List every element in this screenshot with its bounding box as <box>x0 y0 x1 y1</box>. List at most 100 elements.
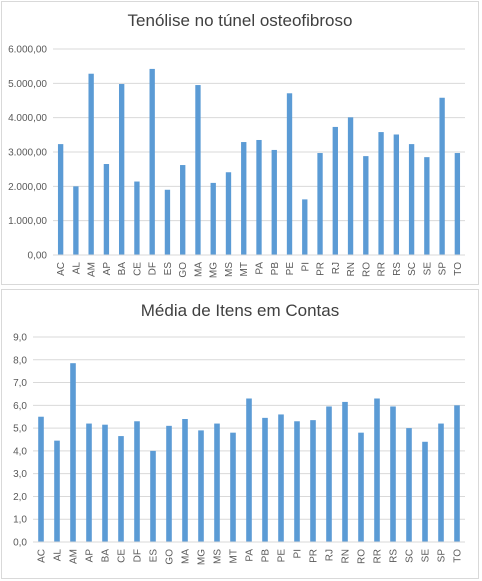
bar-mt <box>241 142 247 255</box>
x-tick-label: RR <box>373 549 384 563</box>
y-tick-label: 1.000,00 <box>8 216 47 227</box>
y-tick-label: 0,00 <box>28 251 48 262</box>
bar-mg <box>198 430 204 542</box>
bar-sc <box>408 144 415 255</box>
x-tick-label: TO <box>453 549 464 563</box>
y-tick-label: 5.000,00 <box>8 79 47 90</box>
x-tick-label: PA <box>255 262 266 275</box>
x-tick-label: AL <box>71 262 82 275</box>
x-tick-label: MG <box>209 262 220 278</box>
x-tick-label: BA <box>117 262 128 276</box>
x-tick-label: RS <box>392 262 403 276</box>
bar-rs <box>393 134 400 255</box>
bar-ap <box>86 423 92 542</box>
bar-pi <box>302 199 308 255</box>
x-tick-label: MS <box>213 549 224 564</box>
x-tick-label: SC <box>405 549 416 563</box>
bar-rs <box>390 406 396 542</box>
bar-pe <box>278 414 284 542</box>
bar-ma <box>195 85 201 255</box>
x-tick-label: GO <box>178 262 189 278</box>
x-tick-label: RN <box>341 549 352 563</box>
bar-se <box>422 441 428 542</box>
x-tick-label: MT <box>239 262 250 276</box>
bar-go <box>180 165 186 255</box>
x-tick-label: MA <box>181 549 192 564</box>
bar-es <box>164 189 171 255</box>
bar-al <box>73 186 79 255</box>
bar-es <box>150 450 156 542</box>
bar-am <box>88 73 94 255</box>
bar-ms <box>214 423 220 542</box>
bar-chart-media-itens: 0,0 1,0 2,0 3,0 4,0 5,0 6,0 7,0 8,0 9,0 AC AL AM AP BA… <box>13 333 465 565</box>
x-tick-label: PB <box>270 262 281 276</box>
bar-ba <box>102 424 108 542</box>
bar-rj <box>326 406 332 542</box>
x-tick-label: BA <box>101 549 112 563</box>
x-tick-label: DF <box>133 549 144 562</box>
x-tick-label: PA <box>245 549 256 562</box>
y-tick-label: 0,0 <box>13 538 27 549</box>
x-tick-label: RR <box>377 262 388 276</box>
bar-sp <box>439 97 445 256</box>
y-tick-label: 8,0 <box>13 355 27 366</box>
bar-se <box>424 157 430 255</box>
bar-pa <box>256 139 262 255</box>
x-tick-label: PR <box>309 549 320 563</box>
chart-title: Média de Itens em Contas <box>140 301 340 320</box>
bar-df <box>134 421 140 542</box>
x-tick-label: RJ <box>331 262 342 274</box>
x-tick-label: CE <box>117 549 128 563</box>
bar-ac <box>57 144 64 255</box>
bar-ap <box>103 164 110 255</box>
y-tick-label: 3.000,00 <box>8 148 47 159</box>
x-tick-label: AC <box>56 262 67 276</box>
bar-ce <box>118 436 124 542</box>
bar-al <box>54 440 60 542</box>
y-tick-label: 1,0 <box>13 515 27 526</box>
y-tick-label: 9,0 <box>13 333 27 344</box>
x-tick-label: PI <box>293 549 304 558</box>
x-tick-label: PE <box>285 262 296 276</box>
x-tick-label: SP <box>437 549 448 563</box>
x-tick-label: PI <box>300 262 311 271</box>
bar-ac <box>38 416 44 542</box>
bar-mt <box>230 432 236 542</box>
x-tick-label: MG <box>197 549 208 565</box>
x-tick-label: RO <box>357 549 368 564</box>
y-tick-label: 6.000,00 <box>8 45 47 56</box>
x-tick-label: SP <box>438 262 449 276</box>
bar-chart-tenolise: 0,00 1.000,00 2.000,00 3.000,00 4.000,00 5.00… <box>8 45 465 278</box>
bar-go <box>166 425 172 542</box>
x-tick-label: ES <box>149 549 160 563</box>
x-tick-label: RN <box>346 262 357 276</box>
x-tick-label: ES <box>163 262 174 276</box>
x-tick-label: RS <box>389 549 400 563</box>
chart-panel-media-itens: Média de Itens em Contas 0,0 1,0 2,0 3,0 4,0… <box>1 289 479 579</box>
x-tick-label: AP <box>102 262 113 276</box>
bar-ba <box>118 84 125 256</box>
bar-rr <box>378 132 384 255</box>
bar-df <box>149 68 155 255</box>
bar-ro <box>363 156 369 255</box>
bar-rn <box>342 401 348 542</box>
x-tick-label: AM <box>69 549 80 564</box>
bar-mg <box>210 182 216 255</box>
bar-ms <box>225 172 232 255</box>
x-tick-label: AL <box>53 549 64 562</box>
chart-title: Tenólise no túnel osteofibroso <box>127 11 353 30</box>
x-tick-label: MA <box>193 262 204 277</box>
y-tick-label: 2,0 <box>13 492 27 503</box>
x-tick-label: SE <box>421 549 432 563</box>
x-tick-label: PB <box>261 549 272 563</box>
x-tick-label: RO <box>361 262 372 277</box>
bar-pa <box>246 398 252 542</box>
x-tick-label: MS <box>224 262 235 277</box>
x-tick-label: GO <box>165 549 176 565</box>
x-tick-label: MT <box>229 549 240 563</box>
y-tick-label: 5,0 <box>13 424 27 435</box>
y-tick-label: 6,0 <box>13 401 27 412</box>
bar-pb <box>271 149 277 255</box>
x-tick-label: SE <box>422 262 433 276</box>
bar-rr <box>374 398 380 542</box>
